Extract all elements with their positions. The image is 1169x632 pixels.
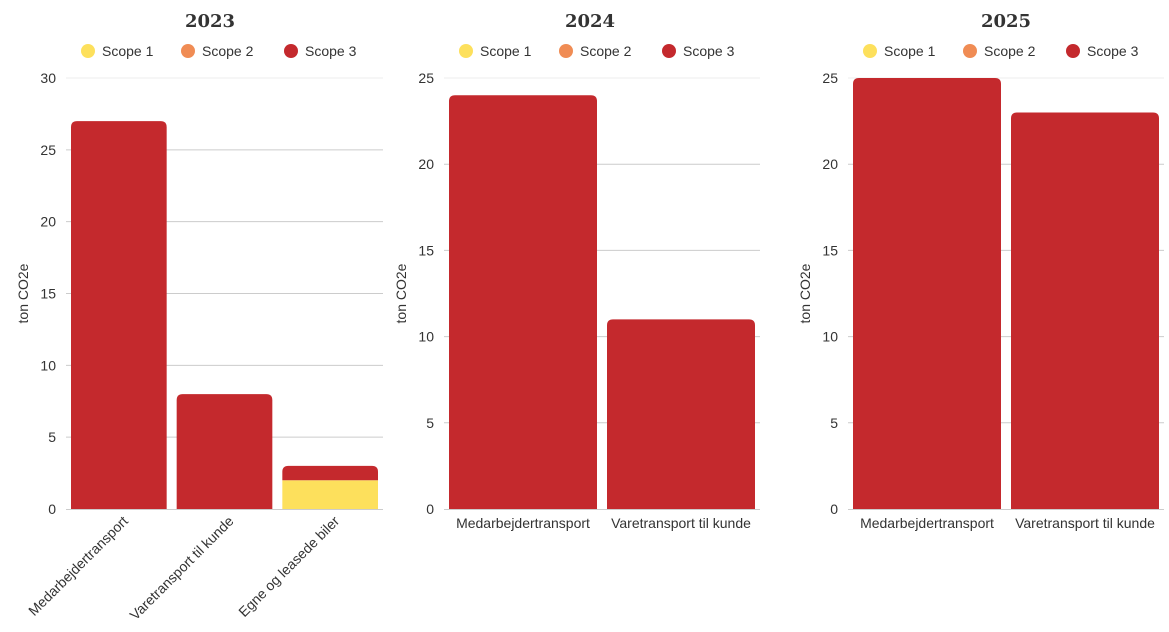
legend-label[interactable]: Scope 2 xyxy=(580,43,632,59)
x-category-label: Varetransport til kunde xyxy=(611,515,751,531)
y-tick-label: 0 xyxy=(830,501,838,517)
y-tick-label: 25 xyxy=(40,142,56,158)
chart-title: 2025 xyxy=(981,11,1031,32)
y-tick-label: 0 xyxy=(426,501,434,517)
chart-title: 2023 xyxy=(185,11,235,32)
legend-label[interactable]: Scope 2 xyxy=(202,43,254,59)
x-category-label: Varetransport til kunde xyxy=(126,513,236,623)
y-tick-label: 20 xyxy=(822,156,838,172)
legend-label[interactable]: Scope 3 xyxy=(1087,43,1139,59)
y-tick-label: 20 xyxy=(418,156,434,172)
y-tick-label: 25 xyxy=(418,70,434,86)
bar-varetransport-til-kunde-scope-3[interactable] xyxy=(607,319,755,509)
chart-title: 2024 xyxy=(565,11,615,32)
legend-label[interactable]: Scope 1 xyxy=(102,43,154,59)
y-tick-label: 10 xyxy=(40,357,56,373)
legend-label[interactable]: Scope 3 xyxy=(305,43,357,59)
legend-marker-scope-2[interactable] xyxy=(559,44,573,58)
bar-varetransport-til-kunde-scope-3[interactable] xyxy=(1011,112,1159,509)
legend-marker-scope-1[interactable] xyxy=(81,44,95,58)
y-tick-label: 15 xyxy=(418,242,434,258)
y-tick-label: 5 xyxy=(48,429,56,445)
legend-marker-scope-3[interactable] xyxy=(284,44,298,58)
chart-panel-2023: 2023 Scope 1 Scope 2 Scope 3 0 5 10 15 20 25 30 ton… xyxy=(15,11,383,623)
x-category-label: Medarbejdertransport xyxy=(25,513,131,619)
y-tick-label: 10 xyxy=(822,329,838,345)
y-axis-label: ton CO2e xyxy=(15,263,31,323)
y-tick-label: 5 xyxy=(830,415,838,431)
legend-label[interactable]: Scope 1 xyxy=(884,43,936,59)
legend-label[interactable]: Scope 1 xyxy=(480,43,532,59)
y-tick-label: 15 xyxy=(822,242,838,258)
bar-medarbejdertransport-scope-3[interactable] xyxy=(71,121,167,509)
x-category-label: Medarbejdertransport xyxy=(860,515,994,531)
legend-marker-scope-2[interactable] xyxy=(963,44,977,58)
legend-marker-scope-3[interactable] xyxy=(662,44,676,58)
bar-varetransport-til-kunde-scope-3[interactable] xyxy=(176,394,273,509)
y-tick-label: 20 xyxy=(40,214,56,230)
legend-marker-scope-3[interactable] xyxy=(1066,44,1080,58)
legend-marker-scope-1[interactable] xyxy=(863,44,877,58)
legend-label[interactable]: Scope 2 xyxy=(984,43,1036,59)
bar-egne-og-leasede-biler-scope-1[interactable] xyxy=(282,480,378,509)
y-tick-label: 30 xyxy=(40,70,56,86)
y-axis-label: ton CO2e xyxy=(797,263,813,323)
bar-medarbejdertransport-scope-3[interactable] xyxy=(449,95,597,510)
y-axis-label: ton CO2e xyxy=(393,263,409,323)
y-tick-label: 5 xyxy=(426,415,434,431)
legend-marker-scope-2[interactable] xyxy=(181,44,195,58)
x-category-label: Medarbejdertransport xyxy=(456,515,590,531)
y-tick-label: 0 xyxy=(48,501,56,517)
x-category-label: Egne og leasede biler xyxy=(235,513,342,620)
legend-label[interactable]: Scope 3 xyxy=(683,43,735,59)
bar-medarbejdertransport-scope-3[interactable] xyxy=(853,78,1001,509)
y-tick-label: 25 xyxy=(822,70,838,86)
y-tick-label: 15 xyxy=(40,286,56,302)
legend-marker-scope-1[interactable] xyxy=(459,44,473,58)
chart-panel-2024: 2024 Scope 1 Scope 2 Scope 3 0 5 10 15 20 25 ton C… xyxy=(393,11,760,531)
x-category-label: Varetransport til kunde xyxy=(1015,515,1155,531)
bar-egne-og-leasede-biler-scope-3[interactable] xyxy=(282,465,378,481)
y-tick-label: 10 xyxy=(418,329,434,345)
